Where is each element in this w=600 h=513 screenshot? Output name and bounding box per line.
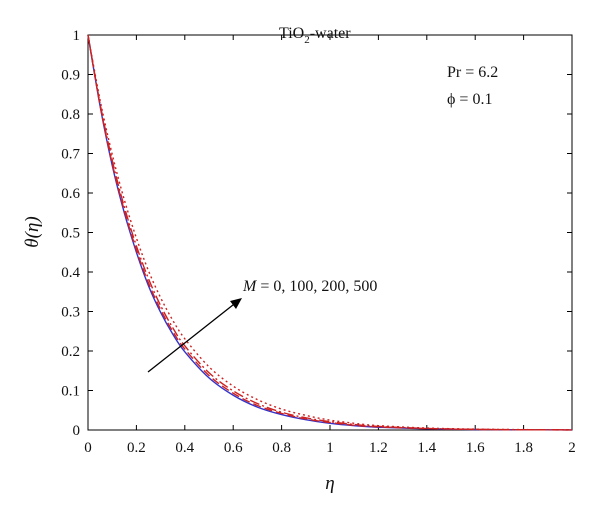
series-line-4 — [87, 34, 573, 431]
fluid-label: TiO2-water — [279, 25, 351, 46]
x-tick-label: 1.6 — [466, 440, 485, 456]
x-tick-label: 1.2 — [369, 440, 388, 456]
y-tick-label: 0.6 — [61, 186, 80, 202]
series-line-1 — [87, 34, 573, 431]
y-tick-label: 0.1 — [61, 384, 80, 400]
series-layer — [87, 34, 573, 431]
y-axis-label: θ(η) — [22, 216, 43, 247]
y-axis-ticks: 0 0.1 0.2 0.3 0.4 0.5 0.6 0.7 0.8 0.9 1 — [61, 28, 572, 439]
x-tick-label: 1.4 — [417, 440, 436, 456]
x-tick-label: 1.8 — [514, 440, 533, 456]
phi-label: ϕ = 0.1 — [447, 91, 492, 108]
prandtl-label: Pr = 6.2 — [447, 64, 498, 81]
x-axis-label: η — [325, 473, 334, 494]
arrow-annotation: M = 0, 100, 200, 500 — [147, 278, 377, 373]
x-tick-label: 0.2 — [127, 440, 146, 456]
y-tick-label: 0.4 — [61, 265, 80, 281]
series-line-3 — [87, 34, 573, 431]
y-tick-label: 0.7 — [61, 147, 80, 163]
y-tick-label: 0 — [73, 423, 81, 439]
x-tick-label: 0.6 — [224, 440, 243, 456]
trend-arrow-head — [230, 298, 242, 309]
trend-arrow — [147, 300, 239, 373]
parameter-label: M = 0, 100, 200, 500 — [242, 278, 377, 295]
y-tick-label: 0.9 — [61, 68, 80, 84]
x-tick-label: 0 — [84, 440, 92, 456]
x-tick-label: 1 — [326, 440, 334, 456]
plot-frame — [87, 34, 573, 431]
series-line-2 — [87, 34, 573, 431]
y-tick-label: 0.2 — [61, 344, 80, 360]
y-tick-label: 0.5 — [61, 226, 80, 242]
x-tick-label: 0.4 — [175, 440, 194, 456]
y-tick-label: 1 — [73, 28, 81, 44]
y-tick-label: 0.3 — [61, 305, 80, 321]
x-tick-label: 2 — [568, 440, 576, 456]
x-axis-ticks: 0 0.2 0.4 0.6 0.8 1 1.2 1.4 1.6 1.8 2 — [84, 35, 576, 456]
x-tick-label: 0.8 — [272, 440, 291, 456]
y-tick-label: 0.8 — [61, 107, 80, 123]
